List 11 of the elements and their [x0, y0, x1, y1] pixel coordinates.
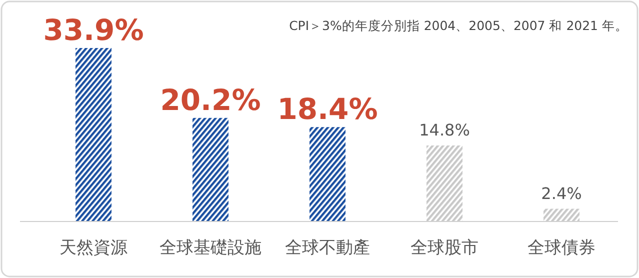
data-label: 20.2%: [160, 82, 261, 117]
x-tick-label: 天然資源: [60, 238, 128, 258]
data-label: 14.8%: [419, 120, 470, 140]
x-tick-label: 全球基礎設施: [160, 238, 262, 258]
x-tick-label: 全球債券: [528, 238, 596, 258]
data-label: 2.4%: [541, 184, 582, 203]
data-label: 33.9%: [43, 13, 144, 47]
x-tick-label: 全球不動產: [285, 238, 370, 258]
data-label: 18.4%: [277, 92, 378, 126]
text: CPI＞3%的年度分別指 2004、2005、2007 和 2021 年。: [289, 18, 628, 33]
x-tick-label: 全球股市: [410, 238, 478, 258]
